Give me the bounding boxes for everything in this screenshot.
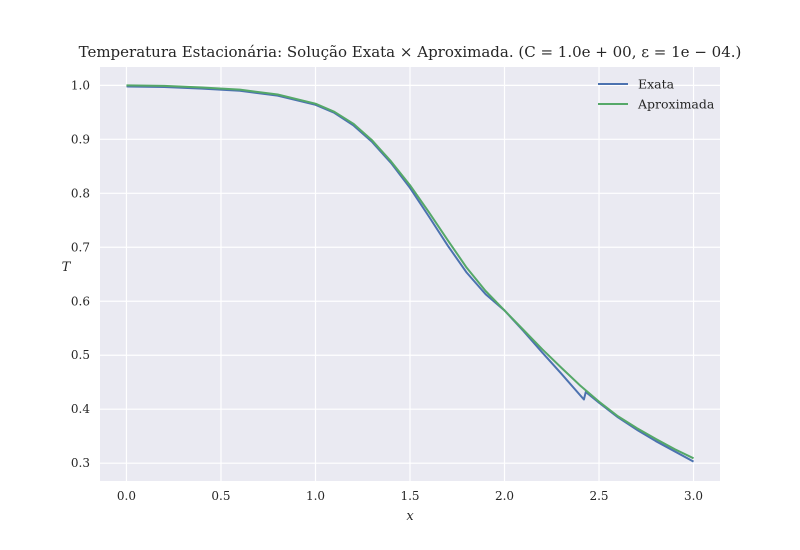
x-tick-label: 2.5 — [589, 489, 608, 503]
legend: Exata Aproximada — [598, 77, 715, 112]
series-line-aproximada — [126, 84, 694, 460]
x-tick-label: 2.0 — [495, 489, 514, 503]
y-tick-label: 0.3 — [71, 456, 90, 470]
x-tick-label: 0.0 — [117, 489, 136, 503]
x-tick-label: 0.5 — [211, 489, 230, 503]
x-tick-label: 1.0 — [306, 489, 325, 503]
legend-label: Exata — [638, 77, 675, 92]
y-tick-label: 0.8 — [71, 186, 90, 200]
y-tick-label: 0.7 — [71, 240, 90, 254]
series-lines — [126, 84, 695, 463]
x-axis-label: x — [406, 509, 414, 524]
y-tick-label: 1.0 — [71, 78, 90, 92]
tick-labels: 0.0 0.5 1.0 1.5 2.0 2.5 3.0 0.3 0.4 0.5 0.6 0.7 0.8 0… — [71, 78, 703, 503]
y-tick-label: 0.9 — [71, 132, 90, 146]
y-tick-label: 0.4 — [71, 402, 90, 416]
legend-label: Aproximada — [637, 97, 715, 112]
chart-title: Temperatura Estacionária: Solução Exata … — [79, 43, 742, 61]
y-tick-label: 0.5 — [71, 348, 90, 362]
x-tick-label: 3.0 — [684, 489, 703, 503]
grid-lines — [100, 67, 720, 481]
x-tick-label: 1.5 — [400, 489, 419, 503]
y-axis-label: T — [62, 260, 72, 275]
y-tick-label: 0.6 — [71, 294, 90, 308]
